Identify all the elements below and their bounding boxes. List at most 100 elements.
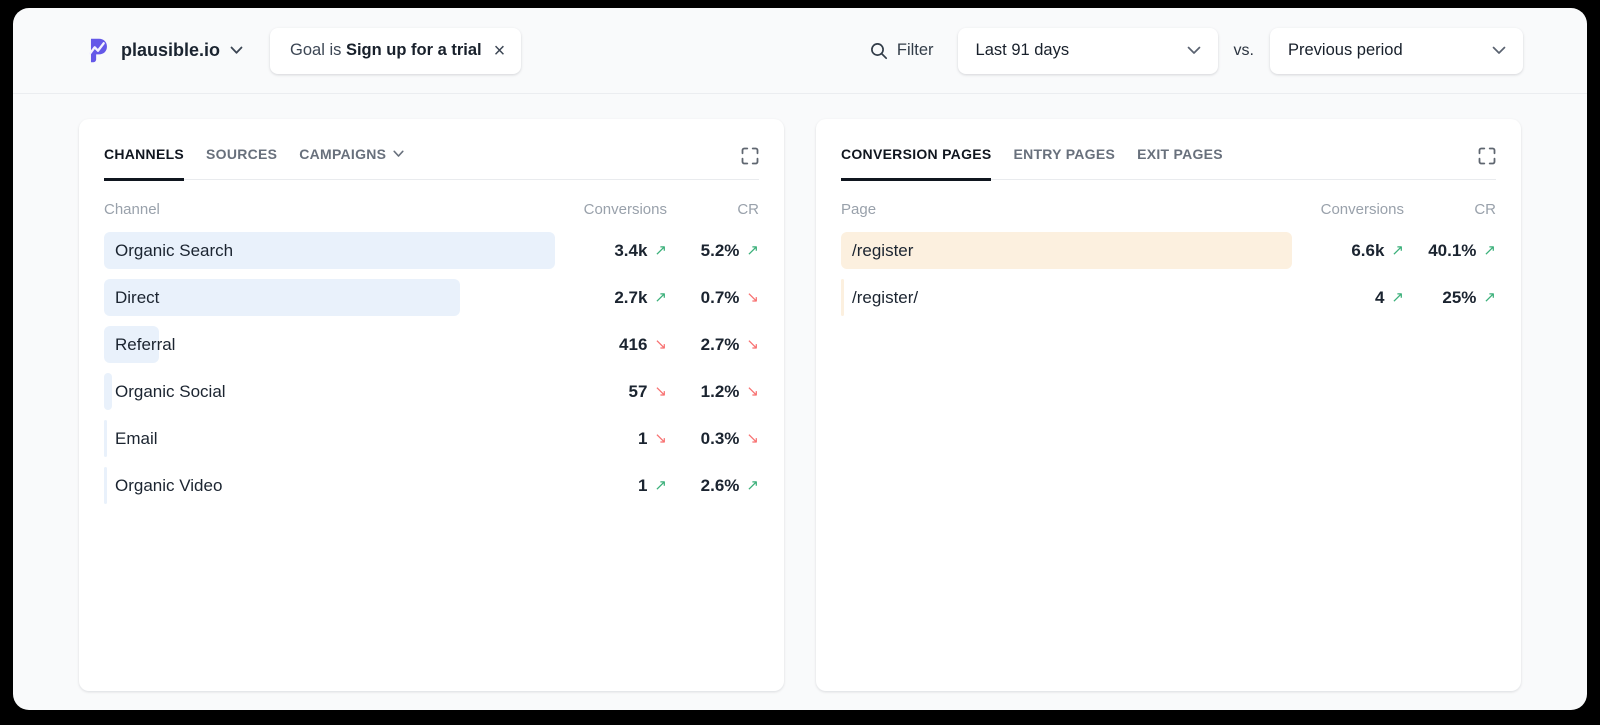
row-conversions: 6.6k ↗ bbox=[1351, 240, 1404, 260]
table-row[interactable]: Referral 416 ↘ 2.7% ↘ bbox=[104, 326, 759, 363]
row-bar-area: /register bbox=[841, 232, 1292, 269]
trend-arrow-icon: ↘ bbox=[654, 382, 667, 400]
channels-rows: Organic Search 3.4k ↗ 5.2% ↗ Direc bbox=[104, 232, 759, 504]
row-label: /register bbox=[852, 240, 914, 260]
chevron-down-icon bbox=[230, 46, 243, 55]
row-bar-area: Direct bbox=[104, 279, 555, 316]
site-switcher[interactable]: plausible.io bbox=[84, 37, 243, 64]
row-label: /register/ bbox=[852, 287, 919, 307]
row-cr: 1.2% ↘ bbox=[700, 381, 759, 401]
site-name: plausible.io bbox=[121, 40, 221, 60]
pages-card: Conversion Pages Entry Pages Exit Pages bbox=[816, 119, 1521, 691]
top-bar: plausible.io Goal is Sign up for a trial… bbox=[13, 8, 1587, 94]
column-header-cr: CR bbox=[737, 201, 759, 218]
comparison-select[interactable]: Previous period bbox=[1270, 27, 1523, 74]
row-label: Organic Video bbox=[115, 475, 223, 495]
trend-arrow-icon: ↗ bbox=[654, 476, 667, 494]
trend-arrow-icon: ↗ bbox=[746, 241, 759, 259]
date-range-value: Last 91 days bbox=[975, 41, 1070, 59]
filter-label: Filter bbox=[896, 41, 934, 59]
row-conversions: 57 ↘ bbox=[628, 381, 668, 401]
goal-filter-value: Sign up for a trial bbox=[345, 41, 482, 59]
row-bar bbox=[104, 232, 555, 269]
tab-entry-pages[interactable]: Entry Pages bbox=[1013, 146, 1116, 162]
column-header-channel: Channel bbox=[104, 201, 160, 218]
row-bar-area: Email bbox=[104, 420, 555, 457]
trend-arrow-icon: ↗ bbox=[1483, 288, 1496, 306]
filter-button[interactable]: Filter bbox=[870, 41, 934, 60]
row-bar-area: Organic Search bbox=[104, 232, 555, 269]
trend-arrow-icon: ↗ bbox=[654, 241, 667, 259]
row-bar bbox=[104, 279, 461, 316]
row-conversions: 1 ↗ bbox=[637, 475, 667, 495]
row-cr: 5.2% ↗ bbox=[700, 240, 759, 260]
column-header-conversions: Conversions bbox=[583, 201, 667, 218]
dashboard-content: Channels Sources Campaigns bbox=[13, 94, 1587, 691]
trend-arrow-icon: ↗ bbox=[1391, 288, 1404, 306]
table-row[interactable]: Organic Video 1 ↗ 2.6% ↗ bbox=[104, 467, 759, 504]
goal-filter-prefix: Goal is bbox=[290, 41, 346, 59]
search-icon bbox=[870, 42, 888, 60]
row-bar bbox=[104, 467, 107, 504]
trend-arrow-icon: ↗ bbox=[746, 476, 759, 494]
row-conversions: 4 ↗ bbox=[1374, 287, 1404, 307]
vs-label: vs. bbox=[1233, 41, 1254, 59]
channels-card: Channels Sources Campaigns bbox=[79, 119, 784, 691]
trend-arrow-icon: ↘ bbox=[746, 335, 759, 353]
row-cr: 25% ↗ bbox=[1442, 287, 1496, 307]
trend-arrow-icon: ↗ bbox=[654, 288, 667, 306]
row-bar bbox=[104, 420, 107, 457]
column-header-conversions: Conversions bbox=[1320, 201, 1404, 218]
chevron-down-icon bbox=[393, 150, 404, 158]
tab-exit-pages[interactable]: Exit Pages bbox=[1137, 146, 1223, 162]
chevron-down-icon bbox=[1187, 46, 1201, 55]
table-row[interactable]: Email 1 ↘ 0.3% ↘ bbox=[104, 420, 759, 457]
column-header-page: Page bbox=[841, 201, 877, 218]
pages-column-headers: Page Conversions CR bbox=[841, 201, 1496, 218]
row-cr: 0.3% ↘ bbox=[700, 428, 759, 448]
row-bar-area: Referral bbox=[104, 326, 555, 363]
table-row[interactable]: Organic Social 57 ↘ 1.2% ↘ bbox=[104, 373, 759, 410]
app-window: plausible.io Goal is Sign up for a trial… bbox=[13, 8, 1587, 710]
channels-column-headers: Channel Conversions CR bbox=[104, 201, 759, 218]
tab-sources[interactable]: Sources bbox=[206, 146, 278, 162]
table-row[interactable]: Organic Search 3.4k ↗ 5.2% ↗ bbox=[104, 232, 759, 269]
pages-tabs-row: Conversion Pages Entry Pages Exit Pages bbox=[841, 146, 1496, 181]
pages-rows: /register 6.6k ↗ 40.1% ↗ /register bbox=[841, 232, 1496, 316]
row-conversions: 416 ↘ bbox=[619, 334, 667, 354]
column-header-cr: CR bbox=[1474, 201, 1496, 218]
trend-arrow-icon: ↗ bbox=[1391, 241, 1404, 259]
row-label: Organic Social bbox=[115, 381, 226, 401]
row-cr: 2.7% ↘ bbox=[700, 334, 759, 354]
row-bar bbox=[841, 279, 844, 316]
goal-filter-pill[interactable]: Goal is Sign up for a trial × bbox=[270, 27, 522, 74]
row-cr: 0.7% ↘ bbox=[700, 287, 759, 307]
plausible-logo-icon bbox=[84, 37, 111, 64]
row-bar bbox=[841, 232, 1292, 269]
tab-channels[interactable]: Channels bbox=[104, 146, 185, 181]
remove-filter-icon[interactable]: × bbox=[493, 39, 506, 62]
tab-campaigns[interactable]: Campaigns bbox=[299, 146, 404, 181]
table-row[interactable]: Direct 2.7k ↗ 0.7% ↘ bbox=[104, 279, 759, 316]
row-label: Organic Search bbox=[115, 240, 234, 260]
row-cr: 40.1% ↗ bbox=[1428, 240, 1496, 260]
row-bar bbox=[104, 373, 112, 410]
row-label: Email bbox=[115, 428, 158, 448]
date-range-select[interactable]: Last 91 days bbox=[957, 27, 1218, 74]
table-row[interactable]: /register 6.6k ↗ 40.1% ↗ bbox=[841, 232, 1496, 269]
tab-conversion-pages[interactable]: Conversion Pages bbox=[841, 146, 992, 181]
row-bar-area: /register/ bbox=[841, 279, 1292, 316]
trend-arrow-icon: ↘ bbox=[746, 288, 759, 306]
trend-arrow-icon: ↘ bbox=[746, 382, 759, 400]
row-label: Referral bbox=[115, 334, 176, 354]
expand-icon[interactable] bbox=[1478, 147, 1496, 165]
trend-arrow-icon: ↘ bbox=[654, 429, 667, 447]
row-bar-area: Organic Video bbox=[104, 467, 555, 504]
row-conversions: 3.4k ↗ bbox=[614, 240, 667, 260]
table-row[interactable]: /register/ 4 ↗ 25% ↗ bbox=[841, 279, 1496, 316]
chevron-down-icon bbox=[1492, 46, 1506, 55]
comparison-value: Previous period bbox=[1288, 41, 1403, 59]
row-cr: 2.6% ↗ bbox=[700, 475, 759, 495]
expand-icon[interactable] bbox=[741, 147, 759, 165]
trend-arrow-icon: ↘ bbox=[746, 429, 759, 447]
